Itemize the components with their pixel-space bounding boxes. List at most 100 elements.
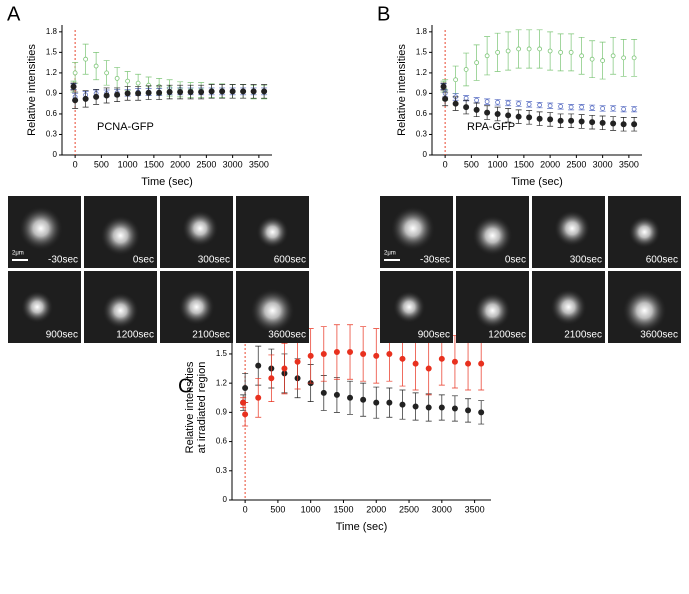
data-point — [600, 58, 606, 63]
time-label: -30sec — [48, 255, 78, 266]
data-point — [114, 75, 120, 81]
data-point — [495, 99, 501, 105]
data-point — [373, 399, 380, 406]
nucleus-signal — [18, 206, 63, 251]
data-point — [505, 112, 512, 119]
data-point — [568, 104, 574, 110]
data-point — [505, 48, 511, 54]
y-tick-label: 0 — [53, 150, 58, 159]
x-tick-label: 1500 — [333, 504, 353, 514]
data-point — [72, 97, 79, 104]
data-point — [145, 89, 152, 96]
data-point — [425, 365, 432, 372]
x-tick-label: 3500 — [465, 504, 485, 514]
time-label: 600sec — [274, 255, 306, 266]
nucleus-signal — [474, 292, 511, 329]
data-point — [465, 360, 472, 367]
data-point — [268, 375, 275, 382]
data-point — [526, 46, 532, 52]
y-tick-label: 0.9 — [216, 407, 228, 416]
data-point — [579, 104, 585, 110]
y-tick-label: 1.2 — [416, 68, 428, 77]
nucleus-signal — [390, 206, 435, 251]
data-point — [600, 106, 606, 111]
time-label: 0sec — [505, 255, 526, 266]
data-point — [281, 365, 288, 372]
x-tick-label: 2500 — [399, 504, 419, 514]
y-tick-label: 0.6 — [46, 109, 58, 118]
annotation: PCNA-GFP — [97, 121, 154, 133]
y-tick-label: 0.3 — [216, 466, 228, 475]
y-tick-label: 1.5 — [216, 349, 228, 358]
data-point — [558, 49, 564, 55]
data-point — [451, 358, 458, 365]
panel-label: A — [7, 3, 21, 25]
y-tick-label: 0.6 — [216, 437, 228, 446]
data-point — [93, 93, 100, 100]
data-point — [250, 88, 257, 95]
data-point — [438, 355, 445, 362]
x-tick-label: 1000 — [488, 159, 508, 169]
data-point — [135, 90, 142, 97]
annotation: RPA-GFP — [467, 121, 515, 133]
nucleus-signal — [250, 288, 295, 333]
y-tick-label: 1.5 — [46, 47, 58, 56]
data-point — [631, 55, 637, 61]
data-point — [631, 121, 638, 128]
x-tick-label: 3000 — [223, 159, 243, 169]
x-tick-label: 0 — [243, 504, 248, 514]
x-tick-label: 2000 — [540, 159, 560, 169]
data-point — [360, 350, 367, 357]
x-axis-label: Time (sec) — [511, 176, 563, 188]
data-point — [568, 49, 574, 55]
data-point — [478, 360, 485, 367]
data-point — [103, 92, 110, 99]
x-tick-label: 1500 — [514, 159, 534, 169]
nucleus-signal — [100, 215, 141, 256]
nucleus-signal — [550, 289, 587, 325]
x-tick-label: 1000 — [301, 504, 321, 514]
data-point — [526, 114, 533, 121]
data-point — [579, 53, 585, 59]
data-point — [438, 404, 445, 411]
y-axis-label: Relative intensities — [26, 44, 38, 136]
data-point — [589, 119, 596, 126]
data-point — [114, 91, 121, 98]
data-point — [484, 99, 490, 105]
nucleus-signal — [472, 215, 513, 256]
nucleus-signal — [182, 210, 219, 247]
data-point — [453, 77, 459, 83]
nucleus-signal — [21, 291, 54, 323]
panel-label: B — [377, 3, 390, 25]
data-point — [474, 60, 480, 66]
data-point — [93, 63, 99, 69]
data-point — [495, 49, 501, 55]
y-axis-label: Relative intensities — [184, 361, 196, 453]
data-point — [198, 89, 205, 96]
data-point — [373, 352, 380, 359]
data-point — [620, 121, 627, 128]
data-point — [242, 385, 249, 392]
data-point — [621, 55, 627, 61]
data-point — [537, 102, 543, 108]
time-label: 600sec — [646, 255, 678, 266]
x-tick-label: 2500 — [196, 159, 216, 169]
y-tick-label: 0.9 — [46, 89, 58, 98]
x-tick-label: 1500 — [144, 159, 164, 169]
data-point — [474, 97, 480, 103]
scale-bar-label: 2μm — [12, 251, 24, 257]
data-point — [333, 348, 340, 355]
time-label: 3600sec — [268, 330, 306, 341]
data-point — [463, 104, 470, 111]
data-point — [294, 358, 301, 365]
x-tick-label: 500 — [464, 159, 479, 169]
time-label: 0sec — [133, 255, 154, 266]
data-point — [451, 405, 458, 412]
data-point — [547, 48, 553, 54]
data-point — [386, 399, 393, 406]
x-tick-label: 500 — [94, 159, 109, 169]
time-label: 1200sec — [116, 330, 154, 341]
data-point — [484, 53, 490, 59]
data-point — [526, 101, 532, 107]
data-point — [156, 89, 163, 96]
